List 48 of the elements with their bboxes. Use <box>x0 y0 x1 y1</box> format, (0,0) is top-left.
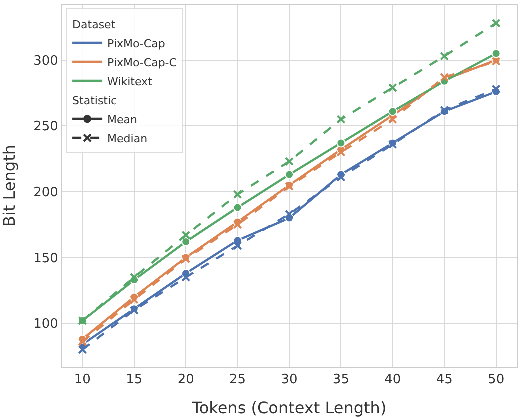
point <box>285 210 294 219</box>
point <box>388 83 398 92</box>
point <box>388 107 398 116</box>
point <box>233 190 242 200</box>
legend-label: PixMo-Cap-C <box>108 56 178 70</box>
x-tick-label: 25 <box>230 372 246 388</box>
y-tick-label: 250 <box>34 120 58 135</box>
point <box>285 170 294 180</box>
point <box>492 18 501 28</box>
y-tick-label: 300 <box>34 54 58 69</box>
point <box>182 237 191 246</box>
x-tick-label: 20 <box>178 372 194 388</box>
point <box>492 49 501 58</box>
point <box>440 72 450 82</box>
y-axis-title: Bit Length <box>0 145 19 227</box>
point <box>233 220 242 230</box>
annotation: Statistic <box>72 94 118 108</box>
x-tick-label: 50 <box>488 372 505 388</box>
x-tick-label: 40 <box>384 372 402 388</box>
legend-title: Dataset <box>72 18 116 32</box>
annotation: Median <box>108 132 148 146</box>
point <box>440 52 450 61</box>
y-tick-label: 200 <box>34 185 58 200</box>
x-tick-label: 45 <box>436 372 453 388</box>
point <box>78 337 88 346</box>
x-axis-title: Tokens (Context Length) <box>191 398 387 418</box>
point <box>336 115 346 124</box>
legend-label: Wikitext <box>108 75 154 88</box>
point <box>182 230 191 240</box>
point <box>233 241 242 250</box>
y-tick-label: 100 <box>34 317 58 332</box>
annotation: Mean <box>108 113 138 126</box>
point <box>336 172 346 182</box>
point <box>336 138 346 148</box>
x-tick-label: 15 <box>126 372 143 388</box>
legend-label: PixMo-Cap <box>108 37 166 50</box>
x-tick-label: 30 <box>281 372 298 388</box>
point <box>336 148 346 157</box>
x-tick-label: 35 <box>332 372 350 388</box>
point <box>388 115 398 124</box>
point <box>285 157 294 166</box>
point <box>130 295 139 304</box>
point <box>233 203 242 212</box>
y-tick-label: 150 <box>34 251 58 266</box>
point <box>130 272 139 282</box>
x-tick-label: 10 <box>74 372 91 388</box>
point <box>78 345 88 354</box>
point <box>182 272 191 282</box>
